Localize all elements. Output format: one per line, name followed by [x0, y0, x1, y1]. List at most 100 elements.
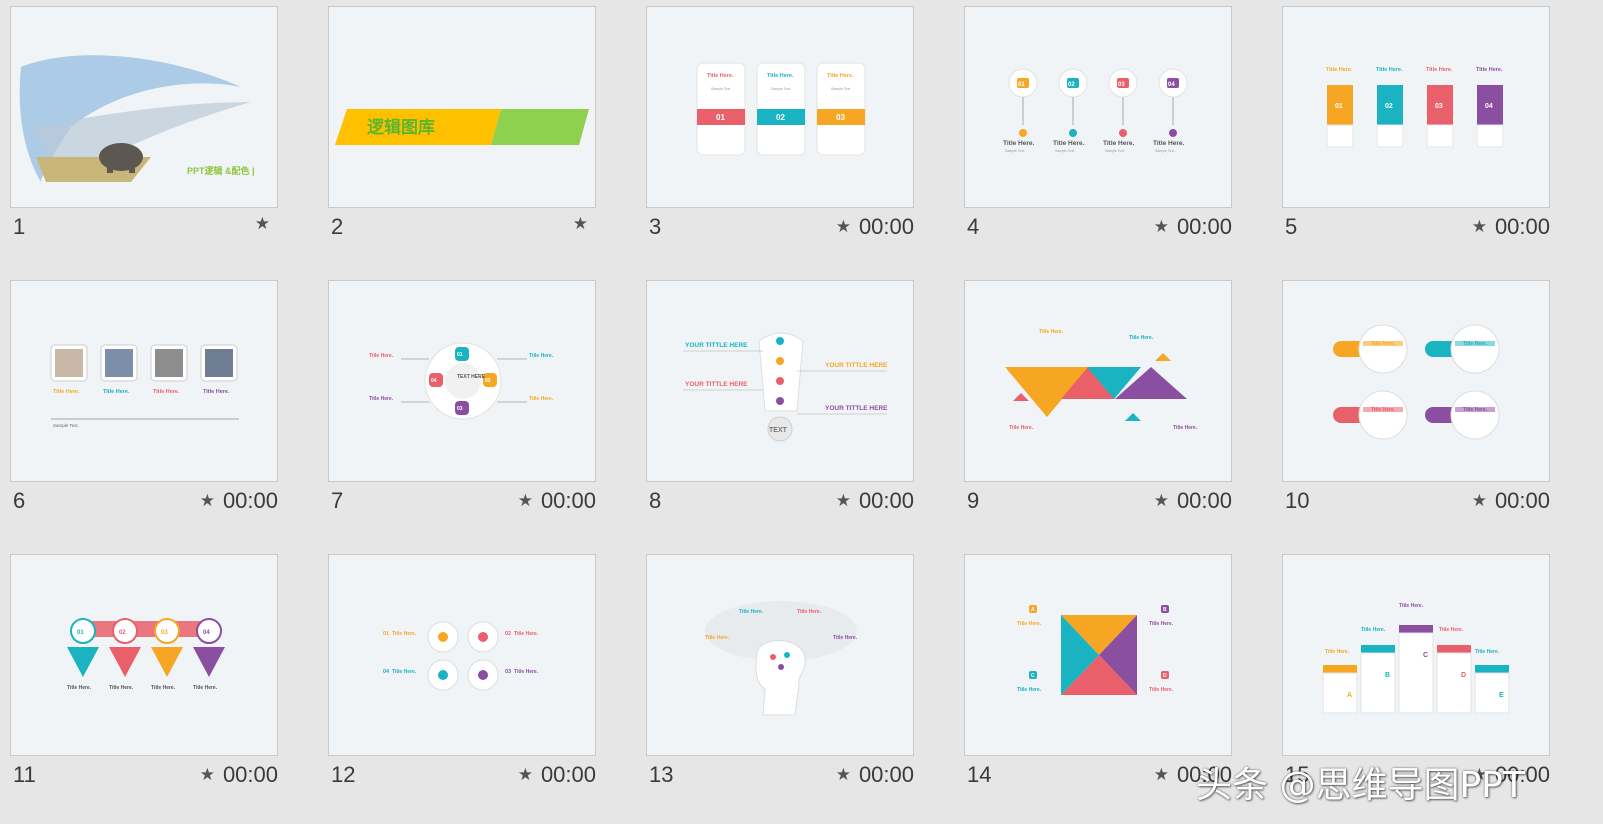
title-right-1: Title Here. — [529, 353, 554, 359]
animation-star-icon[interactable]: ★ — [199, 765, 215, 784]
label-2: B — [1163, 607, 1167, 613]
label-A: A — [1347, 692, 1352, 699]
label-2: 02 — [1385, 103, 1393, 110]
slide-meta: ★ 00:00 — [200, 762, 278, 788]
animation-star-icon[interactable]: ★ — [1153, 491, 1169, 510]
sample-text-2: Sample Text. — [1055, 149, 1075, 153]
slide-thumbnail[interactable]: Title Here. Title Here. Title Here. Samp… — [646, 6, 914, 208]
slide-time: 00:00 — [1176, 762, 1232, 787]
slide-meta: ★ 00:00 — [518, 762, 596, 788]
label-1: 01 — [1018, 82, 1025, 88]
label-1: 01 — [716, 113, 725, 122]
slide-time: 00:00 — [540, 488, 596, 513]
slide-5-art: Title Here. Title Here. Title Here. Titl… — [1326, 67, 1504, 148]
label-1: 01 — [77, 630, 84, 636]
center-text: TEXT — [769, 427, 788, 434]
label-1: A — [1031, 607, 1035, 613]
slide-14-art: A B C D Title Here. Title Here. Title He… — [1017, 605, 1174, 695]
label-4: 04 — [1485, 103, 1493, 110]
title-2: Title Here. — [514, 631, 539, 637]
label-2: 02 — [485, 378, 491, 384]
title-text-1: Title Here. — [707, 73, 734, 79]
sample-text-3: Sample Text. — [831, 87, 851, 91]
center-text: TEXT HERE — [457, 374, 486, 380]
label-E: E — [1499, 692, 1504, 699]
title-text-4: Title Here. — [1476, 67, 1503, 73]
slide-13-art: Title Here. Title Here. Title Here. Titl… — [705, 601, 858, 716]
sample-text-3: Sample Text. — [1105, 149, 1125, 153]
slide-time: 00:00 — [1494, 488, 1550, 513]
animation-star-icon[interactable]: ★ — [835, 491, 851, 510]
title-text-2: Title Here. — [1376, 67, 1403, 73]
slide-thumbnail[interactable]: 01 02 03 04 Title Here. Title Here. Titl… — [964, 6, 1232, 208]
title-1: Title Here. — [1039, 329, 1064, 335]
slide-thumbnail[interactable]: 01 02 03 04 Title Here. Title Here. Titl… — [10, 554, 278, 756]
slide-time: 00:00 — [858, 488, 914, 513]
animation-star-icon[interactable]: ★ — [572, 214, 588, 233]
animation-star-icon[interactable]: ★ — [517, 765, 533, 784]
slide-thumbnail[interactable]: 逻辑图库 — [328, 6, 596, 208]
slide-time: 00:00 — [222, 488, 278, 513]
label-2: 02 — [776, 113, 785, 122]
slide-thumbnail[interactable]: Title Here. Title Here. Title Here. Titl… — [646, 554, 914, 756]
slide-meta: ★ 00:00 — [836, 214, 914, 240]
label-2: 02 — [1068, 82, 1075, 88]
label-1: 01 — [457, 352, 463, 358]
slide-7-art: TEXT HERE 01 02 03 04 Title Here. Title … — [369, 342, 554, 420]
animation-star-icon[interactable]: ★ — [517, 491, 533, 510]
title-4: Title Here. — [833, 635, 858, 641]
slide-thumbnail[interactable]: A B C D Title Here. Title Here. Title He… — [964, 554, 1232, 756]
slide-meta: ★ 00:00 — [836, 488, 914, 514]
slide-time: 00:00 — [1176, 214, 1232, 239]
title-text-1: Title Here. — [1003, 140, 1035, 147]
animation-star-icon[interactable]: ★ — [199, 491, 215, 510]
slide-1-art: PPT逻辑 &配色 | — [19, 55, 255, 182]
slide-thumbnail[interactable]: Title Here. Title Here. Title Here. Titl… — [1282, 280, 1550, 482]
slide-meta: ★ 00:00 — [200, 488, 278, 514]
slide-thumbnail[interactable]: Title Here. Title Here. Title Here. Titl… — [10, 280, 278, 482]
slide-meta: ★ — [255, 214, 278, 234]
title-5: Title Here. — [1475, 649, 1500, 655]
slide-number: 3 — [649, 214, 662, 239]
animation-star-icon[interactable]: ★ — [835, 217, 851, 236]
slide-3-art: Title Here. Title Here. Title Here. Samp… — [696, 62, 866, 156]
slide-thumbnail[interactable]: A B C D E Title Here. Title Here. Title … — [1282, 554, 1550, 756]
animation-star-icon[interactable]: ★ — [1471, 491, 1487, 510]
slide-number: 4 — [967, 214, 980, 239]
title-4: Title Here. — [193, 685, 218, 691]
slide-number: 6 — [13, 488, 26, 513]
slide-thumbnail[interactable]: Title Here. Title Here. Title Here. Titl… — [1282, 6, 1550, 208]
title-text-3: Title Here. — [153, 389, 180, 395]
animation-star-icon[interactable]: ★ — [1471, 765, 1487, 784]
title-2: Title Here. — [1361, 627, 1386, 633]
animation-star-icon[interactable]: ★ — [835, 765, 851, 784]
slide-number: 15 — [1285, 762, 1310, 787]
label-3: 03 — [457, 406, 463, 412]
title-left-2: Title Here. — [369, 396, 394, 402]
slide-meta: ★ 00:00 — [1472, 214, 1550, 240]
slide-thumbnail[interactable]: PPT逻辑 &配色 | — [10, 6, 278, 208]
slide-9-art: Title Here. Title Here. Title Here. Titl… — [1005, 329, 1198, 431]
label-3: 03 — [1435, 103, 1443, 110]
slide-thumbnail[interactable]: 01 02 03 04 Title Here. Title Here. Titl… — [328, 554, 596, 756]
slide-2-art: 逻辑图库 — [335, 109, 589, 145]
animation-star-icon[interactable]: ★ — [1153, 765, 1169, 784]
slide-thumbnail[interactable]: Title Here. Title Here. Title Here. Titl… — [964, 280, 1232, 482]
title-2: YOUR TITTLE HERE — [685, 381, 748, 388]
slide-number: 1 — [13, 214, 26, 239]
title-3: Title Here. — [1399, 603, 1424, 609]
animation-star-icon[interactable]: ★ — [254, 214, 270, 233]
label-2: 02 — [119, 630, 126, 636]
slide-thumbnail[interactable]: TEXT YOUR TITTLE HERE YOUR TITTLE HERE Y… — [646, 280, 914, 482]
animation-star-icon[interactable]: ★ — [1153, 217, 1169, 236]
slide-4-art: 01 02 03 04 Title Here. Title Here. Titl… — [1003, 68, 1188, 153]
title-4: Title Here. — [1463, 407, 1488, 413]
slide-time: 00:00 — [1176, 488, 1232, 513]
slide-12-art: 01 02 03 04 Title Here. Title Here. Titl… — [383, 621, 539, 691]
title-2: Title Here. — [109, 685, 134, 691]
slide-meta: ★ 00:00 — [1472, 488, 1550, 514]
slide-thumbnail[interactable]: TEXT HERE 01 02 03 04 Title Here. Title … — [328, 280, 596, 482]
animation-star-icon[interactable]: ★ — [1471, 217, 1487, 236]
slide-6-art: Title Here. Title Here. Title Here. Titl… — [50, 344, 239, 428]
title-3: Title Here. — [1371, 407, 1396, 413]
